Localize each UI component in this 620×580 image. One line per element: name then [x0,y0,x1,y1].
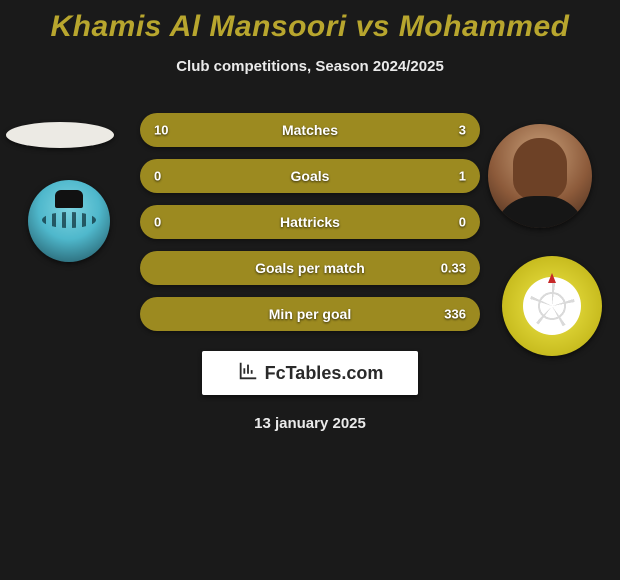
stat-left-value: 0 [154,169,161,184]
stat-label: Goals [291,168,330,184]
stat-right-value: 0.33 [441,261,466,276]
subtitle: Club competitions, Season 2024/2025 [176,58,444,75]
stat-label: Goals per match [255,260,365,276]
stat-row: 0 Hattricks 0 [140,205,480,239]
stat-label: Min per goal [269,306,351,322]
stat-right-value: 0 [459,215,466,230]
stat-row: 10 Matches 3 [140,113,480,147]
stat-label: Matches [282,122,338,138]
stat-right-value: 1 [459,169,466,184]
stat-row: Goals per match 0.33 [140,251,480,285]
stat-right-value: 336 [444,307,466,322]
comparison-card: Khamis Al Mansoori vs Mohammed Club comp… [0,0,620,440]
stat-right-value: 3 [459,123,466,138]
chart-icon [237,360,259,387]
stats-list: 10 Matches 3 0 Goals 1 0 Hattricks 0 Goa… [0,113,620,331]
page-title: Khamis Al Mansoori vs Mohammed [51,10,570,44]
date-label: 13 january 2025 [254,415,366,432]
stat-row: 0 Goals 1 [140,159,480,193]
stat-row: Min per goal 336 [140,297,480,331]
stat-left-value: 10 [154,123,168,138]
stat-label: Hattricks [280,214,340,230]
brand-badge[interactable]: FcTables.com [202,351,418,395]
stat-left-value: 0 [154,215,161,230]
brand-text: FcTables.com [265,363,384,384]
